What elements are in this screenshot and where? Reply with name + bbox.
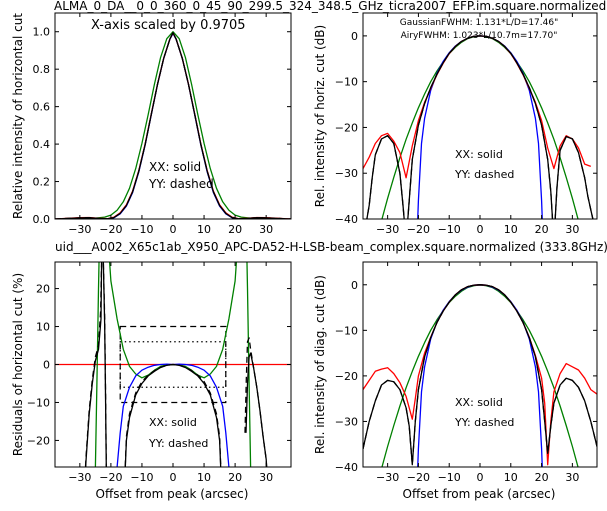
br-plot: −30 −20 −10 0 10 20 30 −40 −30 −20 −10 0 Rel. intens… [313,261,598,484]
tr-annotation-0: GaussianFWHM: 1.131*L/D=17.46" [400,18,558,28]
tl-plot: −30 −20 −10 0 10 20 30 0.0 0.2 0.4 0.6 0.8 1.0 Relati… [11,12,292,236]
br-ytick-label: −10 [335,324,358,337]
br-y-axis-label: Rel. intensity of diag. cut (dB) [313,275,327,454]
bl-xtick-label: 20 [228,471,242,484]
tl-xtick-label: 0 [170,223,177,236]
bl-ytick-label: 10 [36,321,50,334]
tr-ytick-label: −10 [335,76,358,89]
br-ytick-label: −30 [335,415,358,428]
br-xtick-label: 0 [477,471,484,484]
br-xtick-label: −10 [438,471,461,484]
tr-axes-frame [362,12,598,220]
tr-annotation-1: AiryFWHM: 1.023*L/10.7m=17.70" [401,31,558,41]
tl-ytick-label: 0.4 [33,138,51,151]
tl-xtick-label: 20 [228,223,242,236]
tr-xtick-label: 0 [477,223,484,236]
bl-ytick-label: −10 [27,396,50,409]
tr-annotation-3: YY: dashed [454,168,514,181]
tr-series-3 [366,35,594,219]
bl-x-axis-label: Offset from peak (arcsec) [96,487,249,501]
tl-ytick-label: 0.2 [33,176,51,189]
tl-xtick-label: −20 [99,223,122,236]
tl-annotation-1: XX: solid [149,160,201,174]
tr-ytick-label: −40 [335,213,358,226]
figure-mid-title: uid___A002_X65c1ab_X950_APC-DA52-H-LSB-b… [55,240,607,254]
bl-xtick-label: 0 [170,471,177,484]
bl-xtick-label: 30 [259,471,273,484]
br-series-4 [363,284,597,466]
bl-xtick-label: −10 [130,471,153,484]
br-series-1 [417,284,543,467]
bl-series-8 [124,363,222,467]
br-ytick-label: 0 [351,279,358,292]
tl-annotation-2: YY: dashed [148,177,214,191]
br-series-2 [363,284,597,466]
bl-series-7 [84,262,107,467]
tr-plot: −30 −20 −10 0 10 20 30 −40 −30 −20 −10 0 Rel. intens… [313,12,598,236]
tr-ytick-label: 0 [351,30,358,43]
tr-xtick-label: 30 [565,223,579,236]
tr-xtick-label: 10 [504,223,518,236]
tl-annotation-0: X-axis scaled by 0.9705 [91,18,246,33]
tl-series-3 [55,32,291,219]
tl-series-4 [55,32,291,219]
bl-ytick-label: 20 [36,283,50,296]
bl-ytick-label: −20 [27,434,50,447]
tl-xtick-label: 30 [259,223,273,236]
bl-annotation-0: XX: solid [149,416,197,429]
br-xtick-label: 10 [504,471,518,484]
bl-plot: −30 −20 −10 0 10 20 30 −20 −10 0 10 20 Residuals of … [11,261,292,484]
br-x-axis-label: Offset from peak (arcsec) [403,487,556,501]
br-xtick-label: 30 [565,471,579,484]
bl-annotation-1: YY: dashed [148,437,208,450]
tr-series-1 [417,35,543,219]
tr-xtick-label: −30 [376,223,399,236]
tl-ytick-label: 0.6 [33,101,51,114]
bl-y-axis-label: Residuals of horizontal cut (%) [11,273,25,456]
tl-series-2 [55,32,291,219]
bl-xtick-label: −30 [68,471,91,484]
bl-tolerance-box-1 [119,341,227,388]
bl-ytick-label: 0 [43,359,50,372]
tl-xtick-label: −10 [130,223,153,236]
tr-series-4 [366,35,594,219]
bl-xtick-label: 10 [197,471,211,484]
tr-xtick-label: −20 [407,223,430,236]
br-xtick-label: −20 [407,471,430,484]
tl-xtick-label: 10 [197,223,211,236]
tr-y-axis-label: Rel. intensity of horiz. cut (dB) [313,25,327,207]
tl-y-axis-label: Relative intensity of horizontal cut [11,13,25,219]
tr-series-0 [381,35,579,219]
br-ytick-label: −20 [335,370,358,383]
tl-series-0 [55,31,291,219]
br-annotation-1: YY: dashed [454,416,514,429]
br-series-3 [363,284,597,466]
tl-ytick-label: 0.0 [33,213,51,226]
bl-xtick-label: −20 [99,471,122,484]
tr-ytick-label: −30 [335,167,358,180]
br-annotation-0: XX: solid [455,396,503,409]
figure-top-title: ALMA_0_DA__0_0_360_0_45_90_299.5_324_348… [54,0,606,13]
br-ytick-label: −40 [335,461,358,474]
tr-ytick-label: −20 [335,121,358,134]
br-xtick-label: 20 [535,471,549,484]
tr-xtick-label: −10 [438,223,461,236]
tl-ytick-label: 1.0 [33,26,51,39]
bl-series-2 [246,262,252,467]
bl-series-1 [108,262,238,379]
tr-annotation-2: XX: solid [455,148,503,161]
tl-ytick-label: 0.8 [33,63,51,76]
tl-xtick-label: −30 [68,223,91,236]
tl-series-1 [55,32,291,219]
br-xtick-label: −30 [376,471,399,484]
bl-series-9 [244,337,268,467]
br-axes-frame [362,261,598,468]
bl-series-0 [94,262,100,467]
tr-xtick-label: 20 [535,223,549,236]
